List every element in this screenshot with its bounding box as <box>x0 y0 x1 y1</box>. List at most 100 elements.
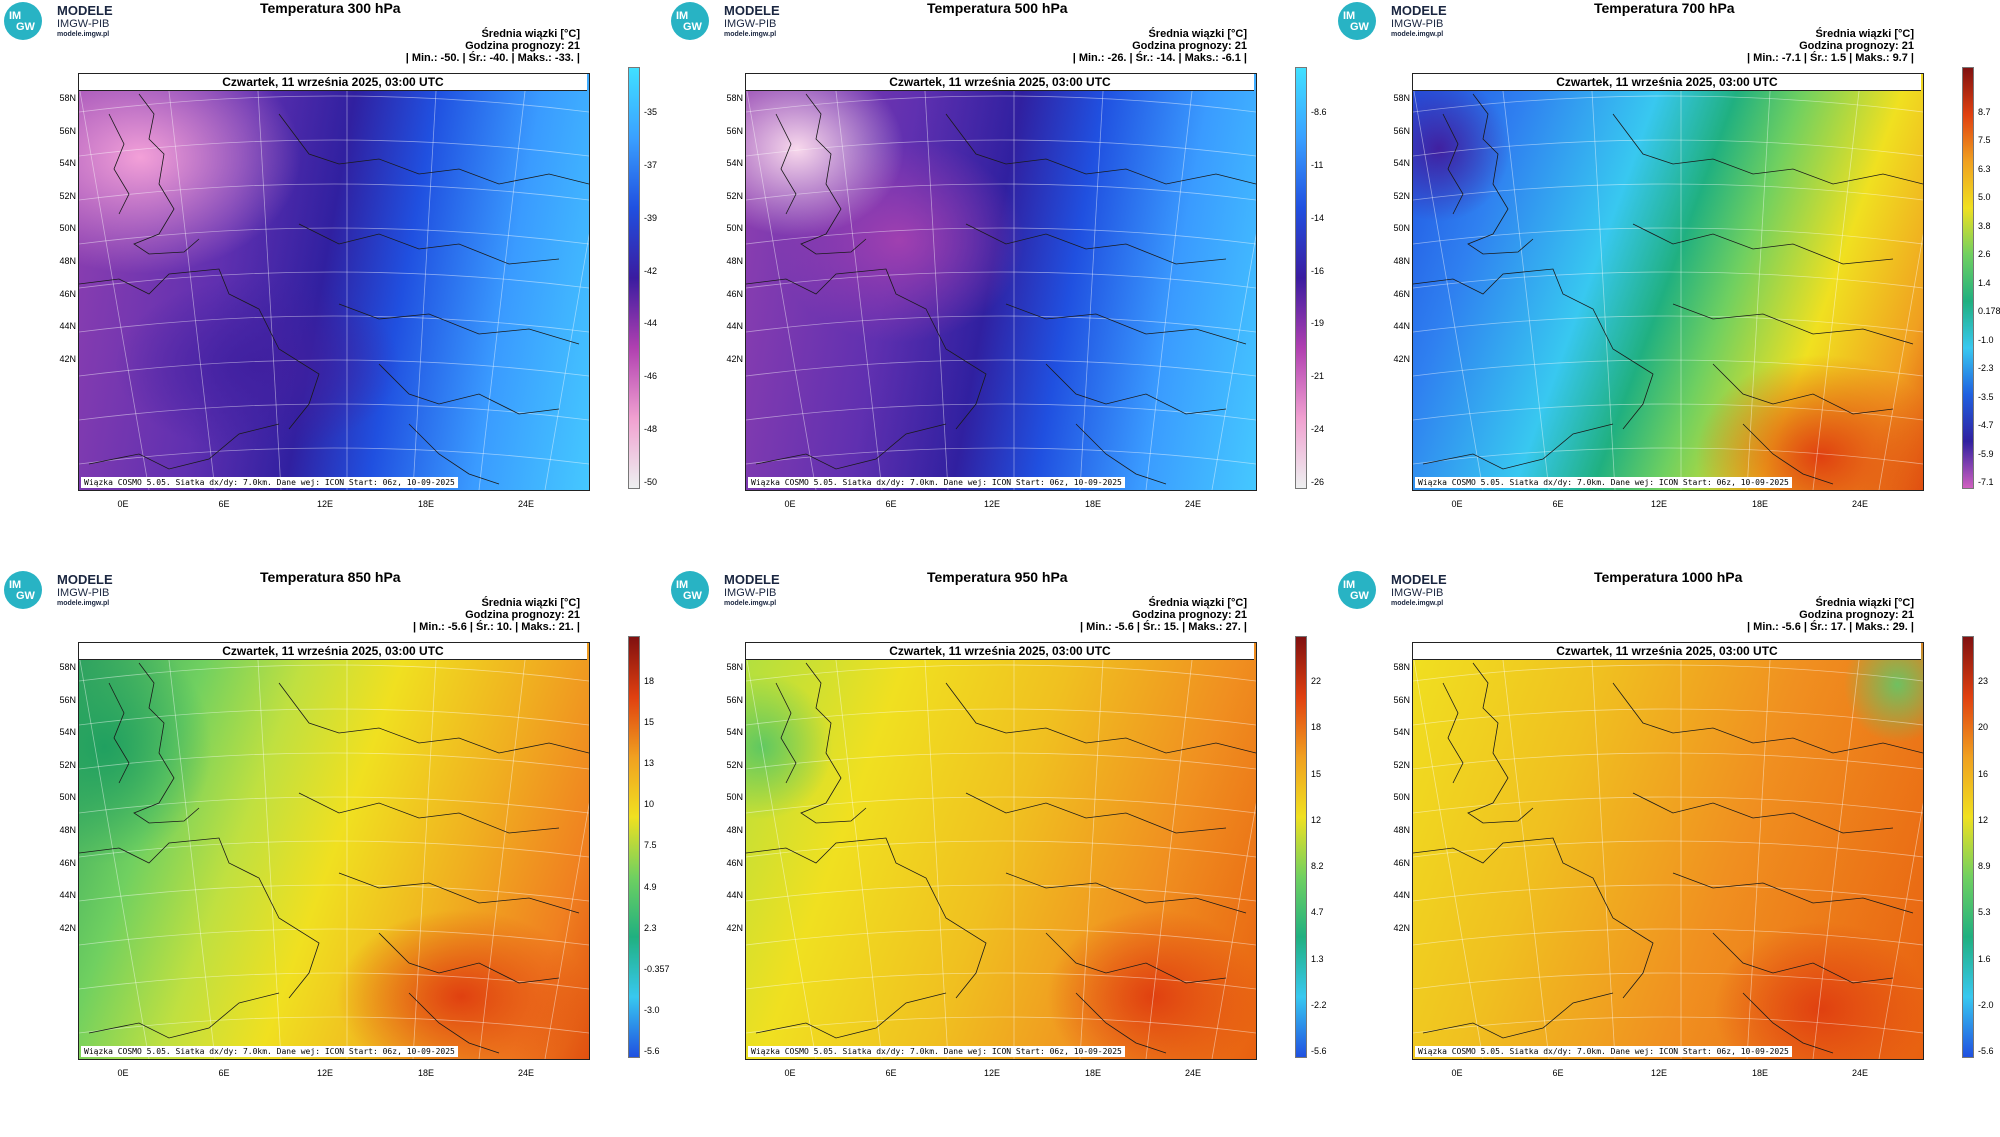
logo-org: IMGW-PIB <box>57 18 110 30</box>
temperature-map[interactable]: Czwartek, 11 września 2025, 03:00 UTC Wią… <box>745 642 1257 1060</box>
latitude-label: 56N <box>1393 126 1410 136</box>
imgw-logo[interactable]: IM GW MODELE IMGW-PIB modele.imgw.pl <box>671 571 811 611</box>
stats-title: Średnia wiązki [°C] <box>1815 28 1914 40</box>
imgw-logo[interactable]: IM GW MODELE IMGW-PIB modele.imgw.pl <box>671 2 811 42</box>
logo-url: modele.imgw.pl <box>57 600 110 607</box>
logo-url: modele.imgw.pl <box>57 31 110 38</box>
stats-block: Średnia wiązki [°C] Godzina prognozy: 21 |… <box>413 597 580 633</box>
forecast-hour: Godzina prognozy: 21 <box>465 609 580 621</box>
temperature-map[interactable]: Czwartek, 11 września 2025, 03:00 UTC Wią… <box>78 642 590 1060</box>
latitude-label: 58N <box>1393 93 1410 103</box>
longitude-label: 0E <box>784 1068 796 1078</box>
latitude-label: 54N <box>726 158 743 168</box>
temperature-map[interactable]: Czwartek, 11 września 2025, 03:00 UTC Wią… <box>1412 73 1924 491</box>
colorbar-tick-label: 1.3 <box>1311 953 1324 964</box>
latitude-label: 52N <box>59 760 76 770</box>
imgw-logo[interactable]: IM GW MODELE IMGW-PIB modele.imgw.pl <box>4 571 144 611</box>
stats-title: Średnia wiązki [°C] <box>1148 597 1247 609</box>
logo-mark-bottom: GW <box>16 590 35 602</box>
latitude-label: 42N <box>59 923 76 933</box>
latitude-label: 48N <box>1393 825 1410 835</box>
longitude-label: 12E <box>983 499 1000 509</box>
colorbar-tick-label: 12 <box>1311 814 1322 825</box>
longitude-label: 18E <box>417 1068 434 1078</box>
colorbar-tick-label: 15 <box>644 717 655 728</box>
latitude-label: 54N <box>726 727 743 737</box>
map-panel: IM GW MODELE IMGW-PIB modele.imgw.pl Temperat… <box>667 569 1333 1137</box>
latitude-label: 42N <box>59 354 76 364</box>
logo-mark-top: IM <box>1343 579 1356 591</box>
longitude-label: 24E <box>517 1068 534 1078</box>
latitude-label: 56N <box>726 126 743 136</box>
colorbar-tick-label: 18 <box>644 676 655 686</box>
longitude-label: 12E <box>1650 499 1667 509</box>
temperature-map[interactable]: Czwartek, 11 września 2025, 03:00 UTC Wią… <box>745 73 1257 491</box>
latitude-label: 52N <box>726 760 743 770</box>
colorbar-tick-label: 0.178 <box>1978 306 2000 317</box>
colorbar-tick-label: -21 <box>1311 371 1325 382</box>
longitude-label: 6E <box>1552 499 1564 509</box>
colorbar-tick-label: -48 <box>644 424 658 435</box>
logo-mark-bottom: GW <box>683 590 702 602</box>
stats-title: Średnia wiązki [°C] <box>481 28 580 40</box>
logo-mark-icon: IM GW <box>1338 571 1376 609</box>
colorbar-tick-label: 8.7 <box>1978 107 1991 117</box>
logo-mark-top: IM <box>1343 10 1356 22</box>
longitude-label: 12E <box>983 1068 1000 1078</box>
colorbar-tick-label: -50 <box>644 477 658 487</box>
temperature-map[interactable]: Czwartek, 11 września 2025, 03:00 UTC Wią… <box>1412 642 1924 1060</box>
stats-title: Średnia wiązki [°C] <box>1148 28 1247 40</box>
colorbar-tick-label: -16 <box>1311 265 1325 276</box>
colorbar <box>628 636 640 1058</box>
longitude-label: 6E <box>885 1068 897 1078</box>
longitude-label: 0E <box>1451 499 1463 509</box>
panel-title: Temperatura 950 hPa <box>927 569 1068 585</box>
longitude-label: 12E <box>316 1068 333 1078</box>
imgw-logo[interactable]: IM GW MODELE IMGW-PIB modele.imgw.pl <box>4 2 144 42</box>
colorbar-tick-label: 8.2 <box>1311 861 1324 871</box>
model-info-footer: Wiązka COSMO 5.05. Siatka dx/dy: 7.0km. … <box>748 1046 1125 1057</box>
colorbar-tick-label: 13 <box>644 758 655 769</box>
latitude-label: 44N <box>59 321 76 331</box>
graticule-and-borders <box>79 74 589 490</box>
model-info-footer: Wiązka COSMO 5.05. Siatka dx/dy: 7.0km. … <box>1415 1046 1792 1057</box>
logo-mark-icon: IM GW <box>4 2 42 40</box>
colorbar-tick-label: -0.357 <box>644 963 670 974</box>
forecast-date-bar: Czwartek, 11 września 2025, 03:00 UTC <box>1413 74 1921 91</box>
imgw-logo[interactable]: IM GW MODELE IMGW-PIB modele.imgw.pl <box>1338 2 1478 42</box>
latitude-label: 48N <box>59 256 76 266</box>
latitude-label: 56N <box>59 695 76 705</box>
latitude-label: 50N <box>1393 792 1410 802</box>
latitude-label: 42N <box>1393 354 1410 364</box>
logo-name: MODELE <box>724 572 780 587</box>
logo-name: MODELE <box>1391 3 1447 18</box>
colorbar-tick-label: -14 <box>1311 212 1325 223</box>
imgw-logo[interactable]: IM GW MODELE IMGW-PIB modele.imgw.pl <box>1338 571 1478 611</box>
panel-title: Temperatura 1000 hPa <box>1594 569 1743 585</box>
latitude-label: 56N <box>726 695 743 705</box>
colorbar-tick-label: 1.6 <box>1978 953 1991 964</box>
forecast-date-bar: Czwartek, 11 września 2025, 03:00 UTC <box>1413 643 1921 660</box>
temperature-map[interactable]: Czwartek, 11 września 2025, 03:00 UTC Wią… <box>78 73 590 491</box>
colorbar-tick-label: 7.5 <box>644 840 657 851</box>
colorbar-tick-label: -35 <box>644 107 658 117</box>
colorbar-tick-label: 6.3 <box>1978 163 1991 174</box>
colorbar-tick-label: -2.2 <box>1311 999 1327 1010</box>
colorbar-tick-label: 20 <box>1978 722 1989 733</box>
logo-org: IMGW-PIB <box>1391 587 1444 599</box>
latitude-label: 46N <box>1393 858 1410 868</box>
longitude-label: 24E <box>1851 499 1868 509</box>
map-panel: IM GW MODELE IMGW-PIB modele.imgw.pl Temperat… <box>667 0 1333 568</box>
longitude-label: 24E <box>1184 499 1201 509</box>
colorbar-tick-label: -24 <box>1311 424 1325 435</box>
longitude-label: 0E <box>1451 1068 1463 1078</box>
logo-mark-bottom: GW <box>1350 590 1369 602</box>
colorbar-tick-label: 1.4 <box>1978 277 1991 288</box>
colorbar-tick-label: -19 <box>1311 318 1325 329</box>
longitude-label: 18E <box>1084 499 1101 509</box>
longitude-label: 0E <box>784 499 796 509</box>
panel-title: Temperatura 500 hPa <box>927 0 1068 16</box>
forecast-hour: Godzina prognozy: 21 <box>1799 40 1914 52</box>
colorbar-tick-label: 8.9 <box>1978 861 1991 871</box>
colorbar-tick-label: -7.1 <box>1978 477 1994 487</box>
